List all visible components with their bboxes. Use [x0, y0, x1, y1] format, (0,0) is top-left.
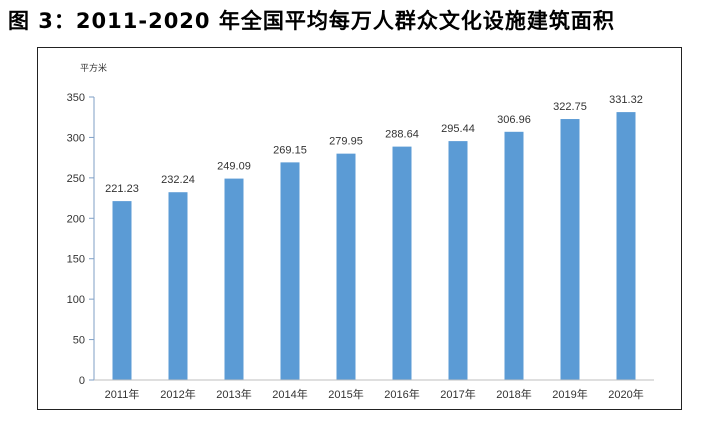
x-tick-label: 2020年 [608, 387, 643, 401]
bar [224, 178, 244, 380]
bar [112, 201, 132, 380]
bar [448, 141, 468, 380]
y-axis-unit-label: 平方米 [80, 62, 107, 74]
x-tick-label: 2017年 [440, 387, 475, 401]
data-label: 295.44 [441, 123, 475, 135]
x-tick-label: 2018年 [496, 387, 531, 401]
bars [112, 112, 636, 380]
data-label: 279.95 [329, 136, 363, 148]
x-tick-label: 2013年 [216, 387, 251, 401]
bar [616, 112, 636, 380]
y-tick-label: 300 [67, 132, 85, 144]
data-label: 269.15 [273, 144, 307, 156]
x-tick-label: 2019年 [552, 387, 587, 401]
data-label: 306.96 [497, 114, 531, 126]
data-label: 249.09 [217, 161, 251, 173]
y-tick-label: 50 [73, 335, 85, 347]
data-label: 221.23 [105, 183, 139, 195]
bar [504, 131, 524, 380]
data-label: 288.64 [385, 129, 419, 141]
x-axis-ticks: 2011年 2012年 2013年 2014年 2015年 2016年 2017年 2018年… [105, 387, 644, 401]
y-tick-label: 100 [67, 294, 85, 306]
y-tick-label: 250 [67, 173, 85, 185]
y-tick-label: 200 [67, 213, 85, 225]
bar [392, 146, 412, 380]
x-tick-label: 2016年 [384, 387, 419, 401]
x-tick-label: 2012年 [160, 387, 195, 401]
data-label: 331.32 [609, 94, 643, 106]
data-label: 232.24 [161, 174, 195, 186]
x-tick-label: 2015年 [328, 387, 363, 401]
y-tick-label: 0 [79, 375, 85, 387]
chart-title: 图 3：2011-2020 年全国平均每万人群众文化设施建筑面积 [8, 9, 615, 33]
bar [280, 162, 300, 380]
x-tick-label: 2011年 [105, 387, 140, 401]
bar [168, 192, 188, 380]
y-tick-label: 350 [67, 92, 85, 104]
data-label: 322.75 [553, 101, 587, 113]
y-axis-ticks: 0 50 100 150 200 250 300 350 [67, 92, 94, 387]
y-tick-label: 150 [67, 254, 85, 266]
x-tick-label: 2014年 [272, 387, 307, 401]
data-labels: 221.23 232.24 249.09 269.15 279.95 288.64 295.… [105, 94, 643, 195]
bar [336, 153, 356, 380]
bar [560, 119, 580, 380]
